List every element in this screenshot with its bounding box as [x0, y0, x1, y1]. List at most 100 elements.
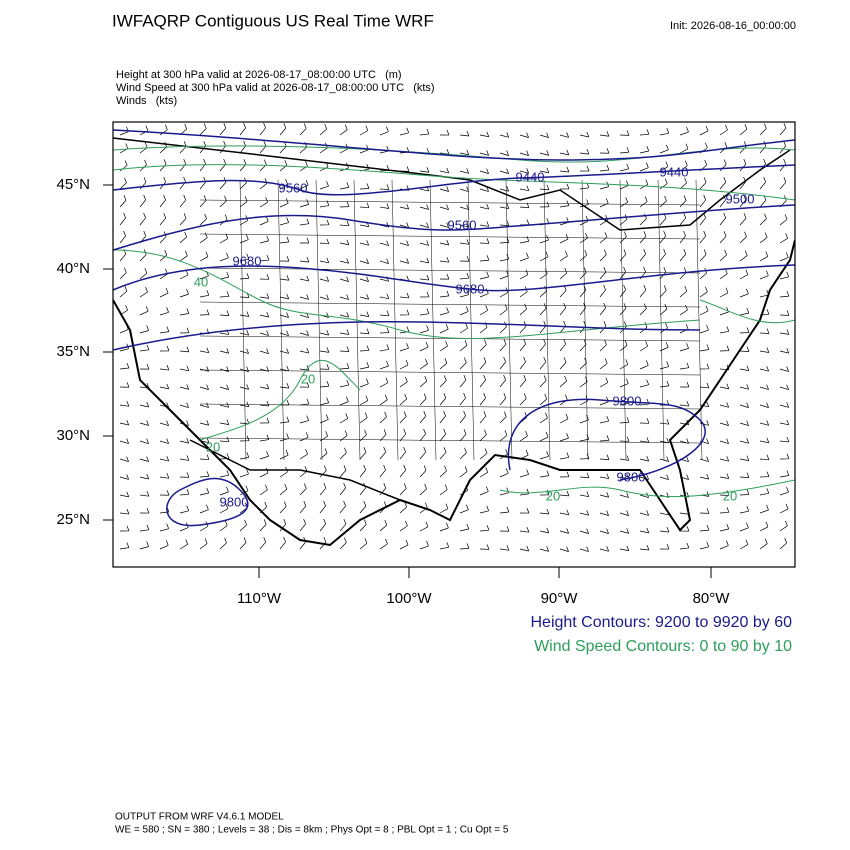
wind-barb [139, 507, 150, 514]
wind-barb [599, 415, 610, 424]
wind-barb [599, 302, 606, 316]
title: IWFAQRP Contiguous US Real Time WRF [112, 11, 434, 30]
wind-barb [339, 294, 349, 300]
wind-barb [179, 438, 190, 444]
wind-barb [419, 521, 429, 532]
wind-barb [239, 519, 247, 532]
wind-barb [779, 366, 789, 372]
wind-barb [419, 204, 429, 210]
wind-barb [779, 419, 790, 426]
wind-barb [599, 249, 607, 262]
wind-barb [119, 177, 127, 190]
wind-barb [379, 464, 386, 478]
wind-barb [359, 429, 367, 442]
wind-barb [519, 507, 530, 514]
wind-barb [499, 526, 510, 532]
wind-barb [739, 288, 749, 298]
wind-barb [459, 239, 470, 245]
wind-barb [679, 248, 687, 262]
wind-barb [419, 341, 429, 352]
wind-barb [199, 123, 207, 136]
height-label: 9680 [456, 281, 485, 296]
wind-barb [539, 527, 550, 534]
wind-barb [539, 451, 549, 460]
wind-barb [359, 464, 366, 478]
wind-barb [499, 168, 509, 174]
map-frame [112, 121, 796, 568]
wind-barb [219, 310, 230, 316]
wind-barb [179, 194, 187, 208]
wind-barb [719, 540, 729, 550]
wind-barb [639, 418, 650, 424]
wind-barb [699, 194, 707, 208]
wind-barb [259, 293, 270, 299]
wind-barb [779, 233, 789, 244]
wind-barb [479, 486, 489, 496]
wind-barb [199, 195, 207, 208]
wind-barb [399, 393, 408, 406]
wind-barb [619, 163, 630, 172]
wind-barb [679, 230, 686, 244]
wind-barb [479, 305, 489, 316]
wind-barb [479, 544, 490, 550]
wind-barb [419, 483, 427, 496]
wind-barb [119, 305, 128, 316]
wind-barb [459, 204, 469, 210]
wind-barb [419, 358, 428, 370]
border [189, 439, 431, 511]
wind-barb [519, 303, 527, 316]
wind-barb [199, 504, 209, 514]
wind-barb [439, 239, 450, 246]
wind-barb [519, 269, 529, 280]
height-label: 9800 [617, 469, 646, 484]
wind-barb [659, 266, 667, 280]
wind-barb [239, 452, 250, 460]
lon-label: 110°W [237, 590, 282, 607]
wind-barb [199, 538, 208, 550]
wind-barb [719, 212, 727, 226]
wind-barb [699, 249, 707, 262]
wind-barb [639, 455, 650, 462]
wind-barb [359, 395, 369, 406]
wind-barb [399, 428, 407, 442]
state-line [199, 301, 701, 308]
wind-barb [699, 420, 709, 426]
wind-barb [779, 177, 787, 190]
wind-barb [339, 500, 346, 514]
footer-line: WE = 580 ; SN = 380 ; Levels = 38 ; Dis … [115, 825, 509, 836]
wind-barb [759, 158, 766, 172]
wind-barb [559, 432, 569, 442]
wind-barb [319, 397, 330, 406]
wind-barb [519, 393, 527, 406]
wind-barb [299, 294, 309, 300]
wind-barb [739, 213, 747, 226]
wind-barb [779, 520, 788, 532]
wind-barb [759, 402, 769, 408]
wind-barb [419, 308, 430, 316]
wind-barb [739, 194, 746, 208]
wind-barb [439, 375, 447, 388]
lat-label: 30°N [56, 427, 90, 444]
wind-barb [639, 544, 650, 551]
height-label: 9440 [660, 164, 689, 179]
wind-barb [159, 438, 169, 444]
wind-barb [619, 197, 629, 208]
height-contours [113, 129, 795, 527]
wind-barb [339, 276, 349, 282]
wind-barb [279, 330, 289, 336]
wind-barb [359, 125, 369, 136]
wind-barb [199, 366, 210, 372]
wind-barb [239, 234, 249, 244]
wind-barb [339, 201, 350, 208]
wind-barb [659, 144, 669, 154]
wind-barb [279, 236, 290, 244]
wind-barb [259, 434, 270, 442]
wind-barb [259, 254, 270, 262]
wind-barb [699, 363, 710, 370]
wind-barb [179, 141, 187, 154]
wind-barb [479, 357, 487, 370]
wind-barb [199, 309, 210, 316]
wind-barb [639, 303, 647, 316]
wind-barb [339, 329, 350, 335]
wind-barb [639, 179, 649, 190]
